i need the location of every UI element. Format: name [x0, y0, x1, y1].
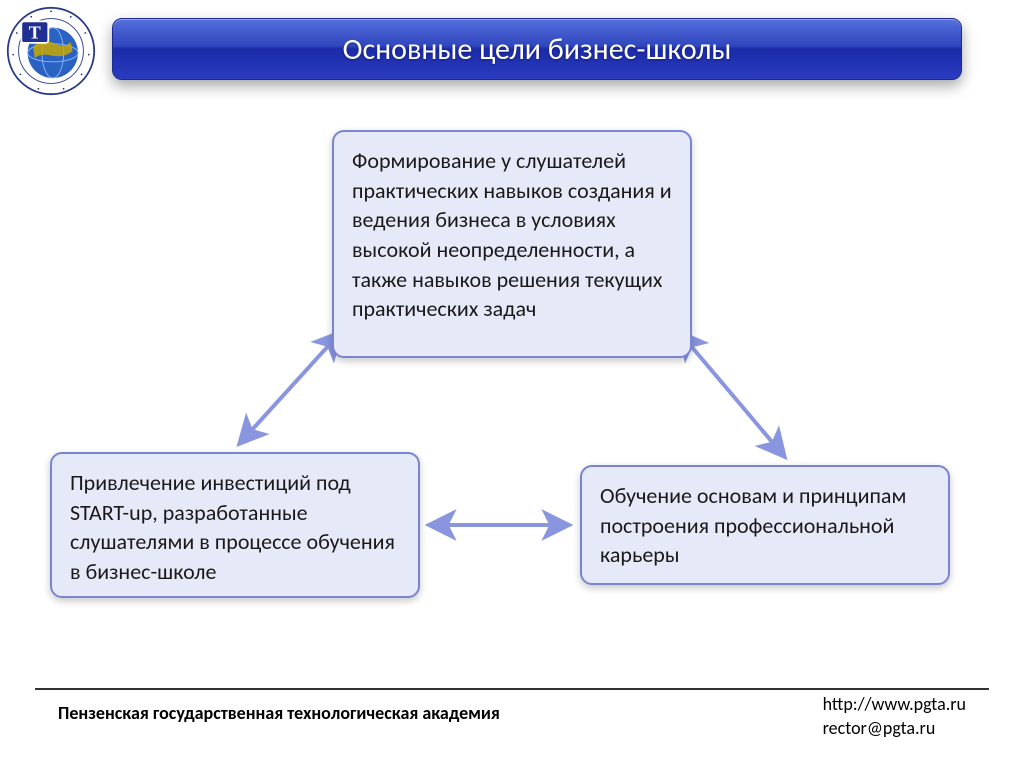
goal-box-right: Обучение основам и принципам построения … — [580, 465, 950, 585]
goal-text-right: Обучение основам и принципам построения … — [600, 482, 906, 568]
arrow-top-left — [240, 333, 340, 443]
goal-box-top: Формирование у слушателей практических н… — [332, 130, 692, 358]
footer-divider — [35, 688, 989, 690]
slide: Т Основные цели бизнес-школы Формировани… — [0, 0, 1024, 768]
arrow-top-right — [680, 333, 784, 456]
footer-email: rector@pgta.ru — [823, 717, 966, 740]
footer-url: http://www.pgta.ru — [823, 693, 966, 716]
goal-box-left: Привлечение инвестиций под START-up, раз… — [50, 452, 420, 598]
title-bar: Основные цели бизнес-школы — [112, 18, 962, 80]
connectors-layer — [0, 0, 1024, 768]
goal-text-top: Формирование у слушателей практических н… — [352, 147, 672, 322]
footer-contacts: http://www.pgta.ru rector@pgta.ru — [823, 693, 966, 740]
institution-logo: Т — [6, 6, 96, 96]
slide-title: Основные цели бизнес-школы — [343, 31, 732, 68]
footer-org: Пензенская государственная технологическ… — [58, 702, 500, 724]
goal-text-left: Привлечение инвестиций под START-up, раз… — [70, 469, 395, 585]
logo-svg: Т — [6, 6, 96, 96]
svg-text:Т: Т — [29, 22, 41, 42]
